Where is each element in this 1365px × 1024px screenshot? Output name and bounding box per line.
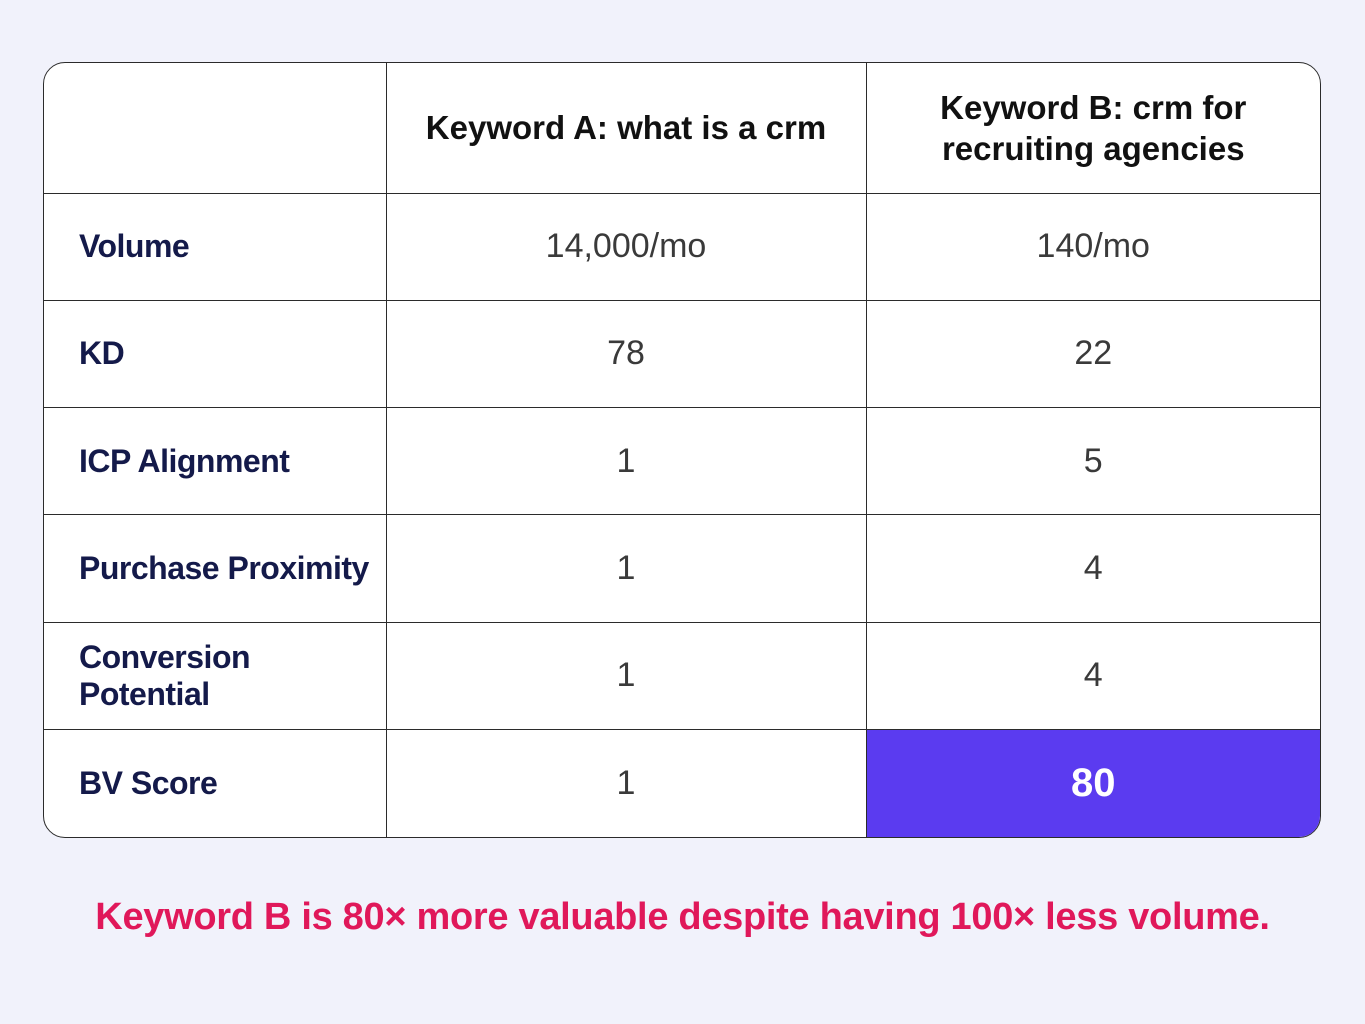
icp-alignment-keyword-b: 5 — [865, 407, 1320, 516]
header-empty-cell — [44, 63, 387, 194]
keyword-comparison-table: Keyword A: what is a crm Keyword B: crm … — [44, 63, 1320, 837]
table-row-kd: KD 78 22 — [44, 299, 1320, 409]
row-label-icp-alignment: ICP Alignment — [44, 407, 387, 516]
table-header-row: Keyword A: what is a crm Keyword B: crm … — [44, 63, 1320, 194]
bv-score-keyword-a: 1 — [385, 729, 867, 837]
header-keyword-b: Keyword B: crm for recruiting agencies — [865, 63, 1320, 194]
table-row-volume: Volume 14,000/mo 140/mo — [44, 192, 1320, 301]
icp-alignment-keyword-a: 1 — [385, 407, 867, 516]
row-label-kd: KD — [44, 299, 387, 409]
purchase-proximity-keyword-a: 1 — [385, 514, 867, 623]
volume-keyword-a: 14,000/mo — [385, 192, 867, 301]
header-keyword-a: Keyword A: what is a crm — [385, 63, 867, 194]
table-row-conversion-potential: Conversion Potential 1 4 — [44, 621, 1320, 731]
volume-keyword-b: 140/mo — [865, 192, 1320, 301]
kd-keyword-a: 78 — [385, 299, 867, 409]
purchase-proximity-keyword-b: 4 — [865, 514, 1320, 623]
table-row-bv-score: BV Score 1 80 — [44, 729, 1320, 837]
row-label-volume: Volume — [44, 192, 387, 301]
comparison-table-container: Keyword A: what is a crm Keyword B: crm … — [43, 62, 1321, 838]
row-label-purchase-proximity: Purchase Proximity — [44, 514, 387, 623]
conversion-potential-keyword-b: 4 — [865, 621, 1320, 731]
conversion-potential-keyword-a: 1 — [385, 621, 867, 731]
summary-caption: Keyword B is 80× more valuable despite h… — [95, 896, 1270, 938]
row-label-bv-score: BV Score — [44, 729, 387, 837]
bv-score-keyword-b-highlight: 80 — [865, 729, 1320, 837]
kd-keyword-b: 22 — [865, 299, 1320, 409]
table-row-purchase-proximity: Purchase Proximity 1 4 — [44, 514, 1320, 623]
row-label-conversion-potential: Conversion Potential — [44, 621, 387, 731]
table-row-icp-alignment: ICP Alignment 1 5 — [44, 407, 1320, 516]
